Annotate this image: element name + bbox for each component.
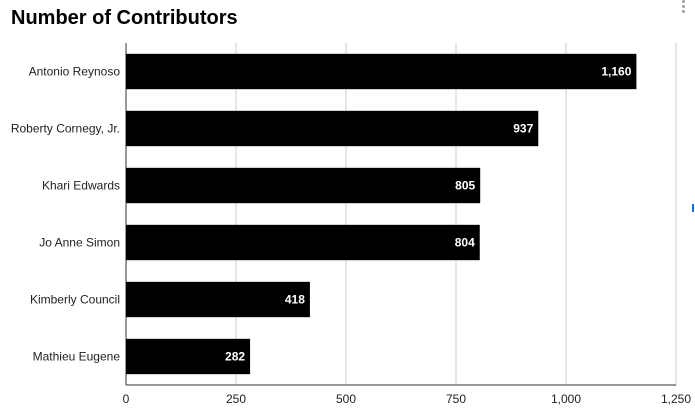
x-tick-label: 0 xyxy=(123,392,130,406)
more-options-icon[interactable] xyxy=(681,0,687,14)
data-label: 1,160 xyxy=(601,65,631,79)
chart-title: Number of Contributors xyxy=(11,7,238,29)
x-tick-label: 1,000 xyxy=(551,392,581,406)
category-label: Mathieu Eugene xyxy=(33,350,121,364)
bar xyxy=(126,281,310,318)
data-label: 418 xyxy=(285,293,305,307)
data-label: 804 xyxy=(455,236,475,250)
category-label: Roberty Cornegy, Jr. xyxy=(11,122,120,136)
x-tick-label: 750 xyxy=(446,392,466,406)
category-label: Khari Edwards xyxy=(42,179,120,193)
category-label: Jo Anne Simon xyxy=(39,236,120,250)
x-tick-label: 250 xyxy=(226,392,246,406)
x-tick-label: 1,250 xyxy=(661,392,691,406)
category-label: Kimberly Council xyxy=(30,293,120,307)
data-label: 282 xyxy=(225,350,245,364)
bar xyxy=(126,167,481,204)
category-label: Antonio Reynoso xyxy=(29,65,121,79)
scroll-indicator xyxy=(692,204,694,212)
bar xyxy=(126,224,480,261)
bar xyxy=(126,338,251,375)
data-label: 937 xyxy=(513,122,533,136)
bar xyxy=(126,110,539,147)
x-tick-label: 500 xyxy=(336,392,356,406)
data-label: 805 xyxy=(455,179,475,193)
bar xyxy=(126,53,637,90)
